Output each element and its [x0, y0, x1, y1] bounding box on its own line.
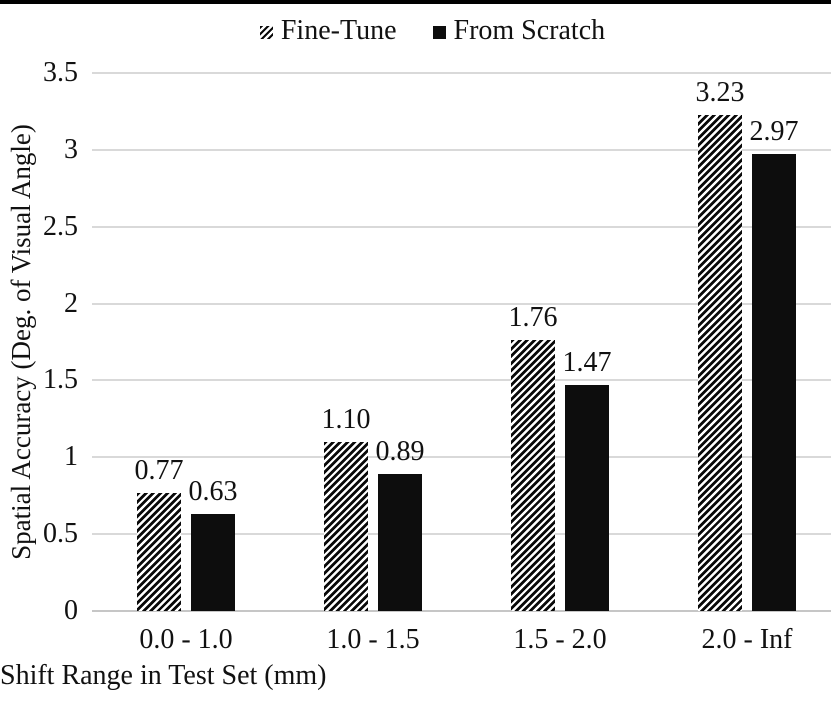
bar-value-label: 3.23 [695, 77, 745, 108]
y-tick-label: 2 [64, 288, 78, 319]
bar-value-label: 0.89 [375, 436, 425, 467]
legend-item-from-scratch: From Scratch [432, 15, 606, 47]
gridline [92, 303, 831, 305]
gridline [92, 226, 831, 228]
bar-fine-tune-0 [137, 493, 181, 611]
bar-fine-tune-2 [511, 340, 555, 611]
x-category-label: 1.5 - 2.0 [513, 624, 607, 655]
y-tick-label: 3 [64, 134, 78, 165]
x-axis-baseline [92, 610, 831, 612]
gridline [92, 456, 831, 458]
bar-value-label: 1.47 [562, 347, 612, 378]
x-category-label: 1.0 - 1.5 [326, 624, 420, 655]
top-border-rule [0, 0, 831, 4]
legend-label-from-scratch: From Scratch [453, 15, 606, 46]
legend: Fine-Tune From Scratch [34, 12, 831, 50]
x-category-label: 2.0 - Inf [701, 624, 793, 655]
y-tick-label: 1.5 [43, 364, 78, 395]
y-tick-label: 0 [64, 595, 78, 626]
solid-square-swatch-icon [432, 26, 446, 39]
gridline [92, 149, 831, 151]
y-tick-label: 0.5 [43, 518, 78, 549]
bar-value-label: 1.10 [321, 404, 371, 435]
legend-label-fine-tune: Fine-Tune [280, 15, 397, 46]
bar-value-label: 0.77 [134, 455, 184, 486]
bar-from-scratch-0 [191, 514, 235, 611]
bar-fine-tune-1 [324, 442, 368, 611]
legend-item-fine-tune: Fine-Tune [259, 15, 397, 47]
bar-from-scratch-3 [752, 154, 796, 611]
bar-fine-tune-3 [698, 115, 742, 611]
bar-from-scratch-1 [378, 474, 422, 611]
y-tick-label: 2.5 [43, 211, 78, 242]
bar-value-label: 1.76 [508, 302, 558, 333]
bar-from-scratch-2 [565, 385, 609, 611]
diagonal-hatch-swatch-icon [259, 26, 273, 39]
gridline [92, 379, 831, 381]
y-tick-label: 3.5 [43, 57, 78, 88]
bar-value-label: 0.63 [188, 476, 238, 507]
x-category-label: 0.0 - 1.0 [139, 624, 233, 655]
gridline [92, 533, 831, 535]
gridline [92, 72, 831, 74]
y-tick-label: 1 [64, 441, 78, 472]
x-axis-title: Shift Range in Test Set (mm) [0, 660, 327, 691]
bar-value-label: 2.97 [749, 116, 799, 147]
